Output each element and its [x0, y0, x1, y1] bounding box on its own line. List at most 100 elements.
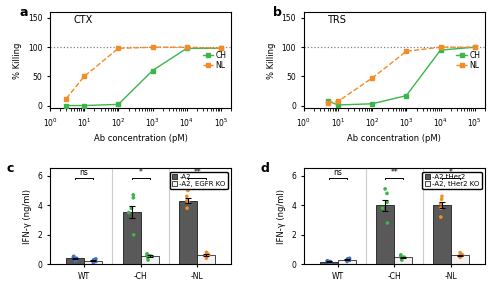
Point	[346, 256, 354, 261]
Point	[327, 260, 335, 265]
Point	[129, 192, 137, 197]
Point	[70, 255, 78, 260]
Point	[457, 251, 465, 256]
Line: CH: CH	[325, 45, 477, 107]
Bar	[198, 255, 216, 264]
Bar	[140, 256, 159, 264]
CH	[472, 45, 478, 49]
Line: NL: NL	[64, 45, 224, 101]
Y-axis label: IFN-γ (ng/ml): IFN-γ (ng/ml)	[276, 189, 285, 244]
Point	[90, 260, 98, 265]
Point	[130, 195, 138, 200]
Point	[456, 250, 464, 255]
CH	[218, 47, 224, 50]
NL	[81, 74, 87, 78]
Legend: -A2 tHer2, -A2, tHer2 KO: -A2 tHer2, -A2, tHer2 KO	[422, 172, 482, 189]
Point	[436, 206, 444, 211]
Text: *: *	[138, 168, 142, 177]
Point	[90, 257, 98, 262]
Point	[397, 254, 405, 258]
Point	[143, 251, 151, 256]
Point	[183, 194, 191, 199]
NL	[150, 45, 156, 49]
Point	[381, 186, 389, 191]
Point	[202, 256, 210, 261]
Point	[92, 256, 100, 261]
Point	[326, 259, 334, 264]
Point	[343, 259, 351, 264]
NL	[64, 97, 70, 100]
NL	[404, 50, 409, 53]
Line: CH: CH	[64, 46, 224, 108]
Y-axis label: % Killing: % Killing	[14, 42, 22, 78]
Point	[202, 250, 210, 255]
Legend: CH, NL: CH, NL	[454, 47, 484, 73]
Text: b: b	[273, 6, 282, 19]
Text: TRS: TRS	[328, 15, 346, 25]
Point	[130, 233, 138, 237]
Text: c: c	[6, 162, 14, 175]
Bar	[66, 258, 84, 264]
NL	[438, 45, 444, 49]
Point	[144, 255, 152, 260]
CH	[369, 102, 375, 105]
Y-axis label: % Killing: % Killing	[267, 42, 276, 78]
Point	[203, 251, 211, 256]
Text: ns: ns	[80, 168, 88, 177]
Legend: -A2, -A2, EGFR KO: -A2, -A2, EGFR KO	[170, 172, 228, 189]
Point	[436, 201, 444, 206]
Point	[184, 188, 192, 193]
Bar	[320, 262, 338, 264]
Bar	[84, 261, 102, 264]
X-axis label: Ab concentration (pM): Ab concentration (pM)	[94, 134, 188, 143]
Text: a: a	[19, 6, 28, 19]
Text: **: **	[194, 168, 201, 177]
NL	[324, 101, 330, 105]
NL	[218, 47, 224, 50]
CH	[64, 104, 70, 107]
Bar	[376, 205, 394, 264]
Point	[90, 258, 98, 263]
Point	[73, 257, 81, 262]
Point	[184, 200, 192, 205]
Bar	[122, 212, 140, 264]
Point	[125, 210, 133, 215]
CH	[150, 69, 156, 72]
Text: **: **	[390, 168, 398, 177]
Point	[456, 255, 464, 260]
Point	[346, 258, 354, 263]
CH	[324, 99, 330, 103]
CH	[404, 94, 409, 98]
Point	[344, 256, 351, 261]
Bar	[394, 257, 412, 264]
CH	[81, 104, 87, 107]
CH	[335, 103, 341, 107]
Text: d: d	[260, 162, 269, 175]
Text: *: *	[449, 168, 453, 177]
NL	[335, 100, 341, 103]
CH	[116, 102, 121, 106]
Point	[398, 256, 406, 261]
NL	[369, 76, 375, 80]
Line: NL: NL	[325, 45, 477, 105]
Point	[456, 254, 464, 258]
Text: CTX: CTX	[74, 15, 93, 25]
Point	[323, 259, 331, 264]
Point	[183, 198, 191, 203]
Bar	[338, 260, 356, 264]
Point	[183, 206, 191, 211]
Legend: CH, NL: CH, NL	[200, 47, 230, 73]
Point	[92, 259, 100, 264]
Point	[326, 261, 334, 265]
Point	[143, 252, 151, 257]
Point	[128, 206, 136, 211]
Bar	[179, 201, 198, 264]
Point	[384, 221, 392, 226]
Point	[437, 215, 445, 219]
Y-axis label: IFN-γ (ng/ml): IFN-γ (ng/ml)	[23, 189, 32, 244]
Text: ns: ns	[334, 168, 342, 177]
NL	[116, 47, 121, 50]
Point	[397, 252, 405, 257]
X-axis label: Ab concentration (pM): Ab concentration (pM)	[348, 134, 442, 143]
Point	[398, 257, 406, 262]
